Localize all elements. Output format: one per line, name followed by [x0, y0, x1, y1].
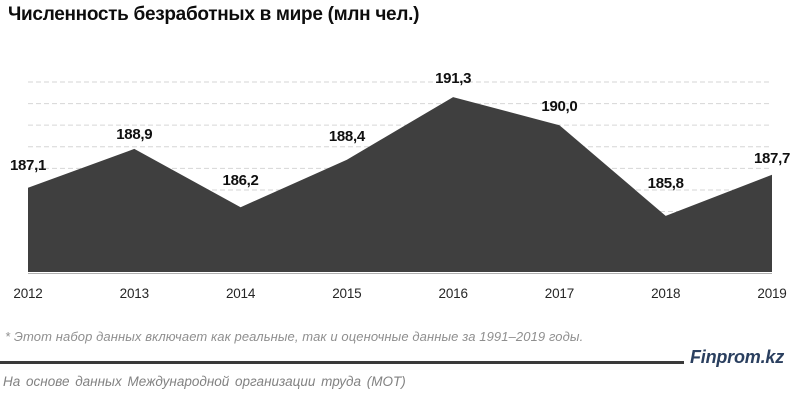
x-axis-label: 2016	[438, 286, 468, 301]
divider-line	[0, 361, 684, 364]
x-axis-label: 2018	[651, 286, 681, 301]
data-label: 190,0	[541, 98, 578, 116]
area-chart-canvas	[28, 81, 772, 274]
x-axis-label: 2012	[13, 286, 43, 301]
x-axis-label: 2014	[225, 286, 256, 301]
unemployment-area-chart: 187,1 188,9 186,2 188,4 191,3 190,0 185,8 187,7…	[0, 55, 800, 305]
chart-title: Численность безработных в мире (млн чел.…	[8, 4, 420, 25]
brand-logo: Finprom.kz	[690, 347, 785, 367]
x-axis-label: 2019	[757, 286, 787, 301]
source-note: На основе данных Международной организац…	[3, 374, 406, 389]
x-axis-label: 2017	[544, 286, 575, 301]
data-label: 188,4	[328, 127, 365, 145]
x-axis-label: 2013	[119, 286, 149, 301]
x-axis-label: 2015	[332, 286, 362, 301]
footnote: * Этот набор данных включает как реальны…	[5, 329, 584, 344]
data-label: 185,8	[647, 174, 684, 192]
data-label: 188,9	[116, 125, 153, 143]
data-label: 191,3	[435, 70, 472, 88]
data-label: 187,1	[9, 156, 47, 174]
data-label: 187,7	[753, 149, 791, 167]
data-label: 186,2	[222, 172, 259, 190]
area-series-fill	[28, 97, 772, 272]
